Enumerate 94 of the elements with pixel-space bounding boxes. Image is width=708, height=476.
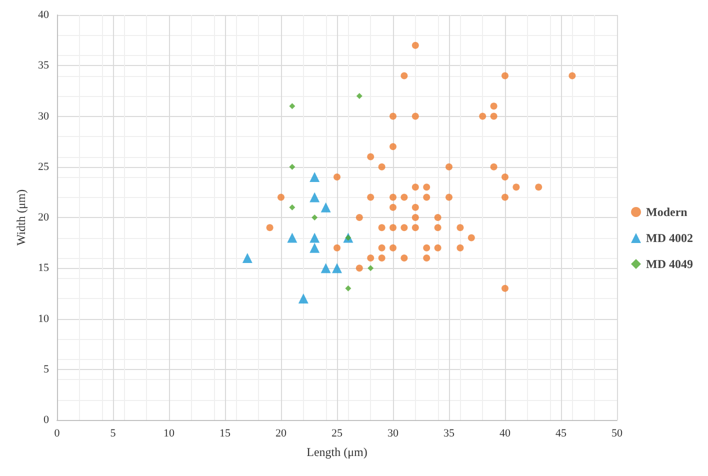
point: [502, 174, 508, 180]
point: [368, 265, 374, 272]
point: [423, 254, 430, 262]
point: [334, 244, 340, 252]
point: [390, 224, 396, 232]
x-tick-label: 5: [110, 428, 116, 440]
x-tick-label: 35: [444, 428, 455, 440]
point: [289, 103, 296, 110]
x-tick-label: 0: [54, 428, 60, 440]
point: [512, 184, 520, 191]
point: [434, 224, 442, 232]
point: [390, 112, 396, 120]
point: [298, 294, 308, 304]
point: [535, 184, 542, 191]
point: [345, 285, 352, 292]
point: [468, 234, 475, 242]
point: [242, 253, 252, 263]
point: [456, 244, 464, 252]
x-tick-label: 25: [332, 428, 343, 440]
y-tick-label: 5: [44, 363, 50, 376]
point: [312, 214, 318, 220]
point: [423, 244, 430, 252]
y-tick-label: 15: [38, 262, 50, 274]
point: [412, 112, 419, 120]
point: [390, 194, 396, 201]
point: [356, 264, 363, 272]
point: [356, 214, 363, 221]
y-axis-title: Width (μm): [14, 189, 28, 246]
point: [412, 42, 419, 49]
point: [287, 232, 298, 243]
point: [412, 224, 419, 232]
y-tick-label: 0: [44, 414, 50, 426]
x-tick-label: 30: [388, 428, 399, 440]
point: [434, 214, 442, 221]
y-tick-label: 20: [38, 212, 50, 224]
point: [502, 194, 508, 201]
x-tick-label: 45: [556, 428, 567, 440]
x-tick-label: 50: [612, 428, 623, 440]
point: [490, 163, 498, 170]
point: [400, 224, 408, 232]
point: [400, 72, 408, 80]
point: [446, 194, 452, 201]
point: [490, 102, 498, 110]
legend-label: MD 4002: [646, 231, 694, 245]
point: [278, 194, 284, 201]
point: [423, 184, 430, 191]
point: [320, 202, 331, 212]
point: [490, 112, 498, 120]
point: [400, 194, 408, 201]
point: [367, 194, 374, 201]
point: [400, 254, 408, 262]
y-tick-label: 25: [38, 160, 50, 173]
legend-label: MD 4049: [646, 257, 694, 271]
point: [289, 204, 296, 210]
y-tick-label: 40: [38, 9, 50, 21]
point: [367, 153, 374, 160]
point: [378, 224, 386, 232]
point: [479, 112, 486, 120]
point: [412, 184, 419, 191]
y-tick-label: 30: [38, 110, 50, 122]
point: [310, 232, 320, 243]
point: [310, 242, 320, 253]
point: [289, 164, 296, 170]
point: [412, 214, 419, 221]
point: [568, 72, 576, 80]
x-tick-label: 10: [164, 428, 175, 440]
point: [378, 244, 386, 252]
point: [456, 224, 464, 232]
x-tick-label: 40: [500, 428, 511, 440]
point: [378, 163, 386, 170]
point: [378, 254, 386, 262]
point: [310, 192, 320, 202]
point: [390, 143, 396, 150]
point: [502, 284, 508, 292]
point: [434, 244, 442, 252]
point: [334, 174, 340, 180]
point: [356, 93, 362, 99]
point: [390, 244, 396, 252]
point: [266, 224, 274, 232]
point: [502, 72, 508, 80]
y-tick-label: 35: [38, 60, 50, 72]
point: [423, 194, 430, 201]
x-axis-title: Length (μm): [306, 445, 368, 459]
point: [446, 163, 452, 170]
x-tick-label: 15: [220, 428, 231, 440]
legend-label: Modern: [646, 205, 688, 219]
point: [367, 254, 374, 262]
y-tick-label: 10: [38, 312, 50, 325]
x-tick-label: 20: [276, 428, 287, 440]
point: [412, 204, 419, 211]
point: [320, 263, 331, 274]
point: [390, 204, 396, 211]
point: [332, 263, 342, 274]
point: [310, 172, 320, 182]
